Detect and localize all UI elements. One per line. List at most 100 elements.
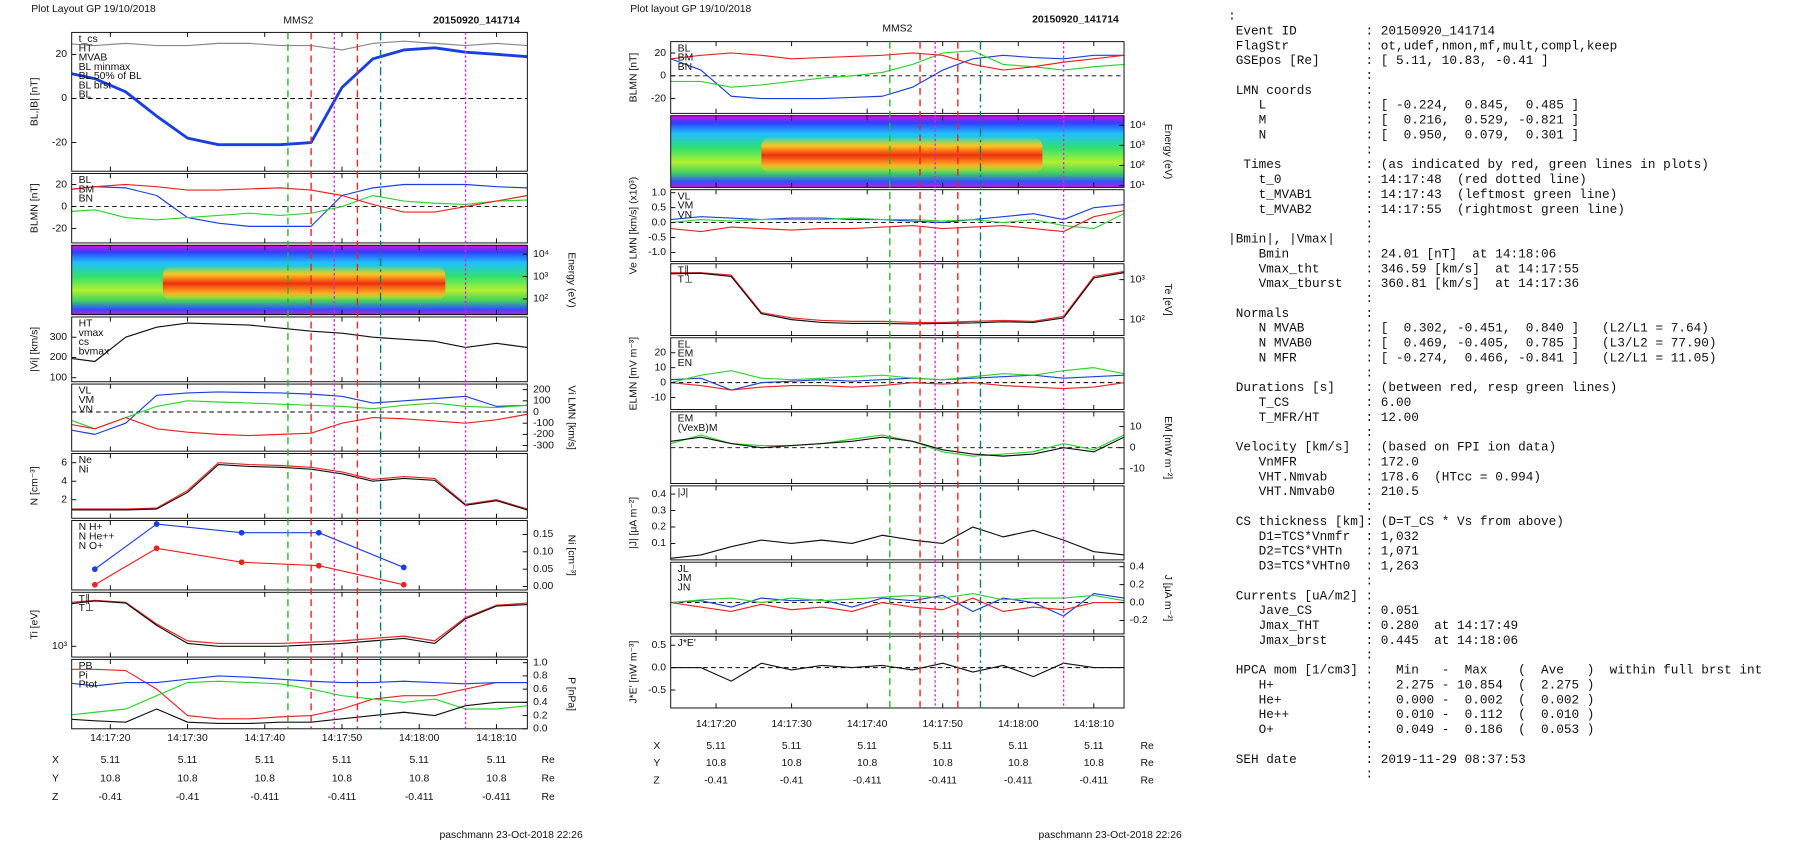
- series-line: [670, 204, 1125, 224]
- series-line: [71, 322, 528, 363]
- info-line: t_0 : 14:17:48 (red dotted line): [1228, 172, 1587, 187]
- panel-plot: [71, 322, 528, 363]
- y-axis-label: EM [mW m⁻²]: [1162, 416, 1173, 479]
- position-value: 5.11: [782, 741, 802, 752]
- y-tick-label: 100: [50, 372, 68, 383]
- series-line: [670, 50, 1125, 88]
- info-line: N MVAB0 : [ 0.469, -0.405, 0.785 ] (L3/L…: [1228, 336, 1716, 351]
- info-line: Event ID : 20150920_141714: [1228, 23, 1495, 38]
- legend-entry: BL: [678, 43, 691, 54]
- panel: 0.15 0.10 0.05 0.00 Ni [cm⁻³] N H+N He++N O+: [71, 520, 577, 592]
- y-tick-label: 10³: [1130, 140, 1146, 151]
- series-line: [71, 462, 528, 510]
- position-label: X: [52, 755, 59, 766]
- y-tick-label: 0.5: [652, 640, 667, 651]
- y-tick-label: -20: [52, 137, 67, 148]
- y-tick-label: 0.0: [652, 662, 667, 673]
- y-tick-label: 0.4: [652, 489, 667, 500]
- y-tick-label: 0.1: [652, 538, 667, 549]
- legend-entry: JM: [678, 573, 692, 584]
- info-line: :: [1228, 217, 1373, 232]
- info-line: :: [1228, 291, 1373, 306]
- y-tick-label: 0.5: [652, 202, 667, 213]
- position-value: 10.8: [1084, 758, 1104, 769]
- series-line: [670, 592, 1125, 617]
- panel-plot: [670, 270, 1125, 325]
- series-line: [670, 436, 1125, 457]
- y-tick-label: -10: [1130, 464, 1145, 475]
- panel-frame: [71, 244, 528, 316]
- panel-frame: [670, 485, 1125, 561]
- position-unit: Re: [541, 792, 555, 803]
- info-line: N MFR : [ -0.274, 0.466, -0.841 ] (L2/L1…: [1228, 350, 1716, 365]
- position-value: 10.8: [1008, 758, 1028, 769]
- info-line: N MVAB : [ 0.302, -0.451, 0.840 ] (L2/L1…: [1228, 321, 1709, 336]
- position-value: -0.411: [853, 776, 882, 787]
- y-tick-label: 2: [61, 494, 67, 505]
- y-tick-label: -200: [533, 429, 554, 440]
- y-tick-label: 0: [61, 93, 67, 104]
- legend-entry: BL brst: [79, 80, 112, 91]
- info-line: Vmax_tht : 346.59 [km/s] at 14:17:55: [1228, 261, 1579, 276]
- y-tick-label: 4: [61, 476, 67, 487]
- y-tick-label: 10³: [1130, 274, 1146, 285]
- legend-entry: T⊥: [678, 275, 693, 286]
- y-axis-label: ELMN [mV m⁻³]: [628, 337, 639, 411]
- y-axis-label: J*E' [nW m⁻³]: [628, 641, 639, 704]
- position-value: 5.11: [857, 741, 877, 752]
- info-line: L : [ -0.224, 0.845, 0.485 ]: [1228, 98, 1579, 113]
- info-line: N : [ 0.950, 0.079, 0.301 ]: [1228, 127, 1579, 142]
- legend-entry: EM: [678, 414, 694, 425]
- legend-entry: JL: [678, 564, 689, 575]
- y-tick-label: 0.2: [652, 522, 667, 533]
- y-tick-label: 0.3: [652, 505, 667, 516]
- position-value: -0.41: [780, 776, 804, 787]
- position-label: X: [653, 741, 660, 752]
- legend-entry: BL minmax: [79, 62, 131, 73]
- panel: 10⁴ 10³ 10² Energy (eV): [71, 244, 577, 316]
- y-tick-label: 0.0: [533, 724, 548, 735]
- info-line: :: [1228, 365, 1373, 380]
- y-tick-label: 10: [655, 362, 667, 373]
- panel-plot: [670, 367, 1125, 391]
- position-value: 5.11: [706, 741, 726, 752]
- info-line: :: [1228, 9, 1236, 24]
- position-value: -0.411: [1079, 776, 1108, 787]
- position-value: 5.11: [255, 755, 275, 766]
- y-tick-label: 0.2: [533, 710, 548, 721]
- info-line: HPCA mom [1/cm3] : Min - Max ( Ave ) wit…: [1228, 663, 1762, 678]
- y-tick-label: 0.4: [1130, 561, 1145, 572]
- y-axis-label: N [cm⁻³]: [29, 466, 40, 505]
- legend-entry: BL: [79, 90, 92, 101]
- position-value: 10.8: [486, 773, 506, 784]
- panel-frame: [670, 635, 1125, 709]
- info-line: Jmax_THT : 0.280 at 14:17:49: [1228, 618, 1518, 633]
- legend-entry: (VexB)M: [678, 423, 718, 434]
- position-value: 5.11: [487, 755, 507, 766]
- position-unit: Re: [541, 773, 555, 784]
- info-line: :: [1228, 142, 1373, 157]
- info-line: VHT.Nmvab0 : 210.5: [1228, 484, 1419, 499]
- y-tick-label: -100: [533, 418, 554, 429]
- series-line: [670, 526, 1125, 559]
- info-line: Velocity [km/s] : (based on FPI ion data…: [1228, 440, 1556, 455]
- info-line: :: [1228, 425, 1373, 440]
- legend-entry: BN: [79, 194, 93, 205]
- y-tick-label: 6: [61, 457, 67, 468]
- y-tick-label: 1.0: [533, 657, 548, 668]
- series-line: [71, 413, 528, 437]
- series-line: [670, 54, 1125, 100]
- panel-frame: [71, 31, 528, 172]
- legend-entry: VL: [79, 386, 92, 397]
- series-line: [71, 668, 528, 720]
- y-tick-label: 20: [655, 347, 667, 358]
- position-value: 10.8: [409, 773, 429, 784]
- info-line: GSEpos [Re] : [ 5.11, 10.83, -0.41 ]: [1228, 53, 1549, 68]
- info-line: Normals :: [1228, 306, 1373, 321]
- y-axis-label: Ti [eV]: [29, 610, 40, 640]
- data-point: [400, 581, 407, 588]
- position-value: -0.411: [328, 792, 357, 803]
- y-tick-label: -20: [52, 223, 67, 234]
